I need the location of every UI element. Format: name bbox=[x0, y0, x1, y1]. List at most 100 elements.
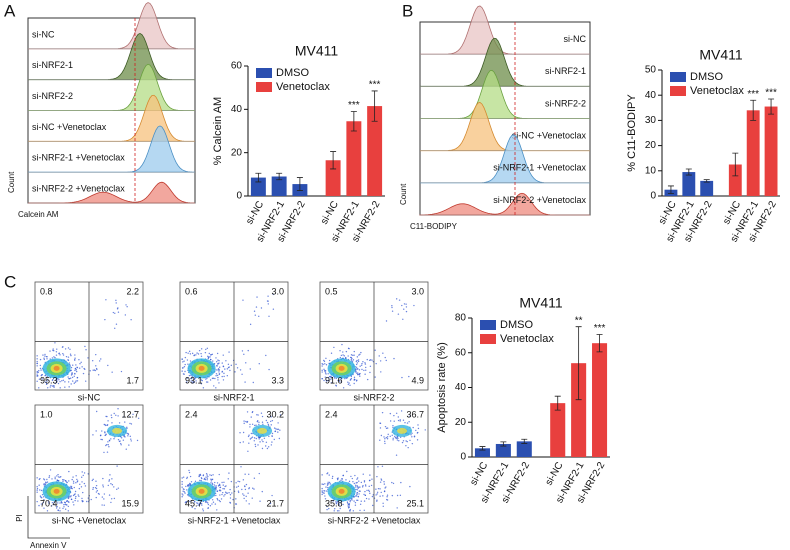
flow-event bbox=[249, 423, 251, 426]
flow-event bbox=[221, 370, 224, 373]
flow-event bbox=[358, 373, 361, 376]
flow-event bbox=[59, 380, 61, 383]
flow-event bbox=[391, 306, 393, 309]
flow-event bbox=[75, 475, 77, 477]
flow-event bbox=[361, 486, 364, 488]
flow-event bbox=[246, 420, 249, 423]
bar bbox=[700, 180, 714, 196]
flow-event bbox=[193, 354, 196, 356]
flow-event bbox=[59, 387, 61, 389]
flow-event bbox=[127, 435, 129, 437]
flow-event bbox=[340, 354, 343, 357]
flow-event bbox=[364, 362, 366, 364]
flow-label: si-NRF2-1 +Venetoclax bbox=[188, 515, 281, 525]
flow-event bbox=[346, 502, 349, 504]
flow-event bbox=[325, 357, 327, 360]
flow-event bbox=[81, 497, 83, 500]
flow-event bbox=[268, 435, 270, 438]
flow-event bbox=[210, 480, 213, 482]
flow-event bbox=[210, 478, 212, 480]
flow-event bbox=[352, 481, 354, 483]
flow-event bbox=[333, 377, 336, 379]
flow-event bbox=[382, 505, 384, 508]
flow-event bbox=[49, 386, 51, 388]
quadrant-value: 0.6 bbox=[185, 286, 198, 296]
density-core bbox=[338, 365, 345, 371]
flow-event bbox=[117, 408, 119, 410]
flow-event bbox=[322, 492, 324, 494]
flow-event bbox=[357, 360, 360, 363]
flow-event bbox=[248, 487, 250, 490]
flow-event bbox=[324, 370, 326, 373]
flow-event bbox=[364, 363, 367, 365]
flow-event bbox=[349, 510, 351, 512]
flow-event bbox=[102, 484, 104, 486]
flow-event bbox=[218, 473, 220, 476]
flow-event bbox=[91, 360, 94, 362]
error-bar bbox=[667, 185, 674, 194]
flow-event bbox=[66, 481, 68, 484]
flow-event bbox=[214, 503, 217, 505]
quadrant-value: 0.5 bbox=[325, 286, 338, 296]
flow-x-label: Annexin V bbox=[30, 541, 67, 550]
flow-event bbox=[73, 486, 75, 489]
flow-event bbox=[407, 446, 409, 449]
flow-event bbox=[67, 501, 70, 503]
flow-event bbox=[260, 307, 263, 309]
flow-event bbox=[345, 479, 347, 481]
flow-event bbox=[191, 377, 193, 379]
flow-event bbox=[259, 500, 261, 502]
flow-event bbox=[181, 370, 183, 372]
flow-event bbox=[122, 439, 125, 441]
flow-event bbox=[188, 482, 191, 485]
flow-event bbox=[363, 509, 365, 511]
flow-event bbox=[56, 505, 58, 508]
flow-event bbox=[267, 295, 269, 297]
flow-event bbox=[336, 500, 339, 503]
flow-event bbox=[222, 354, 224, 356]
flow-event bbox=[268, 368, 270, 371]
y-axis-label: Count bbox=[399, 183, 408, 205]
flow-event bbox=[379, 488, 381, 490]
flow-event bbox=[321, 365, 323, 367]
flow-event bbox=[202, 474, 205, 476]
flow-event bbox=[228, 351, 230, 353]
flow-event bbox=[52, 348, 54, 350]
flow-event bbox=[365, 485, 367, 487]
flow-event bbox=[70, 383, 72, 385]
flow-event bbox=[261, 421, 264, 423]
flow-event bbox=[362, 361, 364, 363]
flow-event bbox=[360, 351, 362, 354]
flow-event bbox=[191, 506, 193, 509]
quadrant-value: 36.7 bbox=[406, 409, 424, 419]
flow-event bbox=[330, 378, 332, 381]
flow-event bbox=[106, 424, 109, 426]
flow-event bbox=[67, 356, 70, 358]
flow-event bbox=[188, 350, 191, 353]
flow-event bbox=[68, 386, 70, 388]
flow-event bbox=[87, 357, 89, 359]
flow-event bbox=[384, 442, 386, 445]
flow-event bbox=[249, 323, 252, 326]
flow-event bbox=[235, 498, 237, 500]
flow-event bbox=[392, 439, 394, 441]
flow-event bbox=[107, 484, 109, 487]
flow-event bbox=[65, 500, 68, 503]
flow-event bbox=[72, 480, 75, 482]
flow-event bbox=[376, 491, 379, 493]
flow-event bbox=[330, 376, 333, 379]
flow-event bbox=[217, 369, 219, 371]
flow-event bbox=[181, 496, 183, 498]
flow-event bbox=[67, 381, 70, 383]
flow-event bbox=[380, 479, 383, 481]
flow-event bbox=[81, 476, 83, 478]
flow-event bbox=[197, 353, 200, 355]
flow-event bbox=[376, 475, 378, 478]
flow-event bbox=[248, 434, 250, 436]
track-label: si-NC bbox=[32, 29, 55, 39]
flow-event bbox=[331, 475, 334, 478]
flow-event bbox=[349, 508, 352, 511]
flow-event bbox=[197, 502, 199, 504]
flow-event bbox=[360, 500, 362, 502]
legend-swatch bbox=[256, 68, 272, 78]
